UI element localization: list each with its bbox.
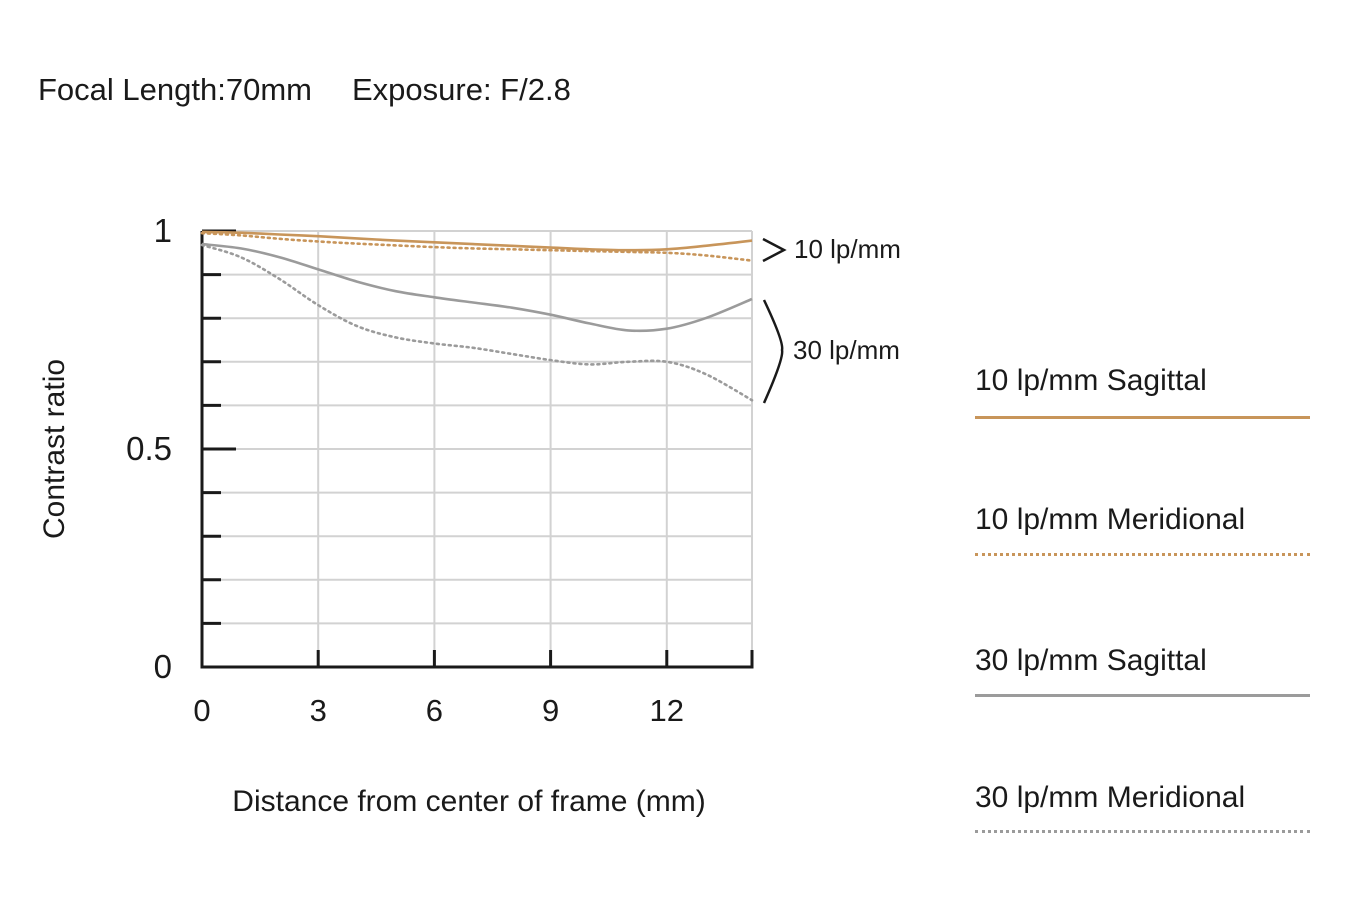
chart-header: Focal Length:70mm Exposure: F/2.8 [38, 72, 571, 108]
group-bracket-30lp [762, 299, 784, 404]
x-tick-label: 6 [426, 693, 443, 728]
y-tick-label: 1 [154, 212, 172, 249]
y-tick-label: 0.5 [126, 430, 172, 467]
series-line-10-lp-mm-meridional [200, 231, 754, 262]
mtf-chart: 0 3 6 9 12 1 0.5 0 Distance from center of frame… [38, 212, 901, 818]
exposure-label: Exposure: F/2.8 [351, 72, 571, 107]
chart-grid [202, 230, 753, 667]
legend-swatch-dotted [975, 553, 1310, 556]
legend-item: 10 lp/mm Sagittal [975, 364, 1310, 419]
legend-swatch-dotted [975, 830, 1310, 833]
legend-item: 10 lp/mm Meridional [975, 503, 1310, 556]
x-tick-label: 9 [542, 693, 559, 728]
group-bracket-10lp [762, 237, 787, 263]
legend-swatch-solid [975, 694, 1310, 697]
chart-series [200, 230, 754, 402]
series-line-30-lp-mm-sagittal [201, 242, 753, 333]
x-tick-label: 0 [193, 693, 210, 728]
series-line-30-lp-mm-meridional [200, 243, 754, 402]
group-label-10lp: 10 lp/mm [794, 234, 901, 264]
x-tick-label: 3 [310, 693, 327, 728]
y-tick-label: 0 [154, 648, 172, 685]
legend-label: 30 lp/mm Sagittal [975, 644, 1207, 677]
legend-label: 10 lp/mm Sagittal [975, 364, 1207, 397]
legend-label: 10 lp/mm Meridional [975, 503, 1246, 536]
series-line-10-lp-mm-sagittal [201, 230, 753, 252]
legend-swatch-solid [975, 416, 1310, 419]
legend-item: 30 lp/mm Meridional [975, 781, 1310, 833]
x-tick-label: 12 [650, 693, 684, 728]
legend-label: 30 lp/mm Meridional [975, 781, 1246, 814]
chart-labels: 0 3 6 9 12 1 0.5 0 Distance from center of frame… [38, 212, 901, 818]
legend-item: 30 lp/mm Sagittal [975, 644, 1310, 697]
x-axis-label: Distance from center of frame (mm) [232, 785, 705, 818]
focal-length-label: Focal Length:70mm [38, 72, 312, 107]
group-label-30lp: 30 lp/mm [793, 335, 900, 365]
y-axis-label: Contrast ratio [38, 359, 71, 539]
